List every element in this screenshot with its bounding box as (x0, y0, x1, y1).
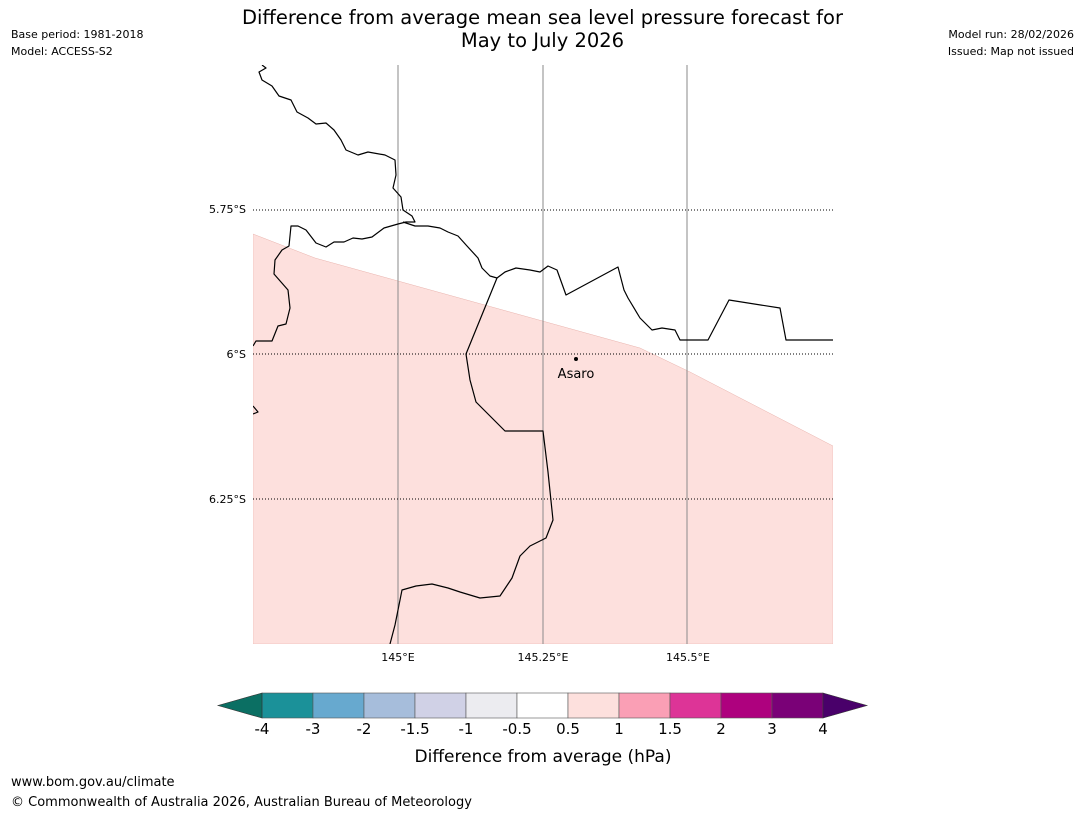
province-boundaries (253, 65, 833, 644)
colorbar-tick-label: -1.5 (400, 720, 429, 738)
colorbar-bin (669, 692, 722, 719)
colorbar-bin (516, 692, 569, 719)
colorbar-tick-label: -2 (357, 720, 372, 738)
base-period-label: Base period: 1981-2018 (11, 28, 144, 41)
latitude-label-6-25: 6.25°S (209, 493, 246, 506)
colorbar-title: Difference from average (hPa) (415, 747, 672, 767)
map-title-line2: May to July 2026 (460, 29, 625, 52)
longitude-label-145: 145°E (381, 651, 414, 664)
colorbar-bin (363, 692, 416, 719)
colorbar-tick-label: 0.5 (556, 720, 580, 738)
colorbar-tick-label: 1 (614, 720, 624, 738)
colorbar-bin (618, 692, 671, 719)
asaro-location-marker (574, 357, 578, 361)
colorbar-below-min-arrow (216, 692, 263, 719)
colorbar-tick-label: 4 (818, 720, 828, 738)
issued-label: Issued: Map not issued (947, 45, 1074, 58)
map-area (253, 65, 833, 644)
boundary-central (389, 277, 554, 644)
asaro-label: Asaro (558, 367, 595, 382)
model-label: Model: ACCESS-S2 (11, 45, 113, 58)
colorbar-bin (567, 692, 620, 719)
latitude-label-6: 6°S (227, 348, 246, 361)
colorbar-bin (312, 692, 365, 719)
longitude-label-145-25: 145.25°E (518, 651, 569, 664)
colorbar-tick-label: 3 (767, 720, 777, 738)
header-meta-right: Model run: 28/02/2026 Issued: Map not is… (948, 26, 1074, 60)
colorbar-bin (414, 692, 467, 719)
colorbar-tick-label: -3 (306, 720, 321, 738)
colorbar-bin (720, 692, 773, 719)
colorbar-bin (771, 692, 824, 719)
colorbar-bin (261, 692, 314, 719)
colorbar-tick-label: -1 (459, 720, 474, 738)
colorbar-bin (465, 692, 518, 719)
colorbar-ticks: -4 -3 -2 -1.5 -1 -0.5 0.5 1 1.5 2 3 4 (255, 720, 828, 738)
footer-url: www.bom.gov.au/climate (11, 775, 175, 790)
colorbar-tick-label: 2 (716, 720, 726, 738)
header-meta-left: Base period: 1981-2018 Model: ACCESS-S2 (11, 26, 143, 60)
boundary-northwest (253, 65, 416, 347)
colorbar-tick-label: -0.5 (502, 720, 531, 738)
boundary-west-stub (253, 405, 259, 415)
colorbar-above-max-arrow (822, 692, 869, 719)
colorbar-tick-label: -4 (255, 720, 270, 738)
longitude-label-145-5: 145.5°E (666, 651, 710, 664)
map-title: Difference from average mean sea level p… (0, 6, 1085, 52)
colorbar-tick-label: 1.5 (658, 720, 682, 738)
colorbar-bins (261, 692, 824, 719)
map-title-line1: Difference from average mean sea level p… (242, 6, 843, 29)
footer-copyright: © Commonwealth of Australia 2026, Austra… (11, 795, 472, 810)
model-run-label: Model run: 28/02/2026 (948, 28, 1074, 41)
colorbar: -4 -3 -2 -1.5 -1 -0.5 0.5 1 1.5 2 3 4 (216, 692, 869, 738)
latitude-label-5-75: 5.75°S (209, 203, 246, 216)
boundary-northern-ridge (402, 221, 833, 341)
